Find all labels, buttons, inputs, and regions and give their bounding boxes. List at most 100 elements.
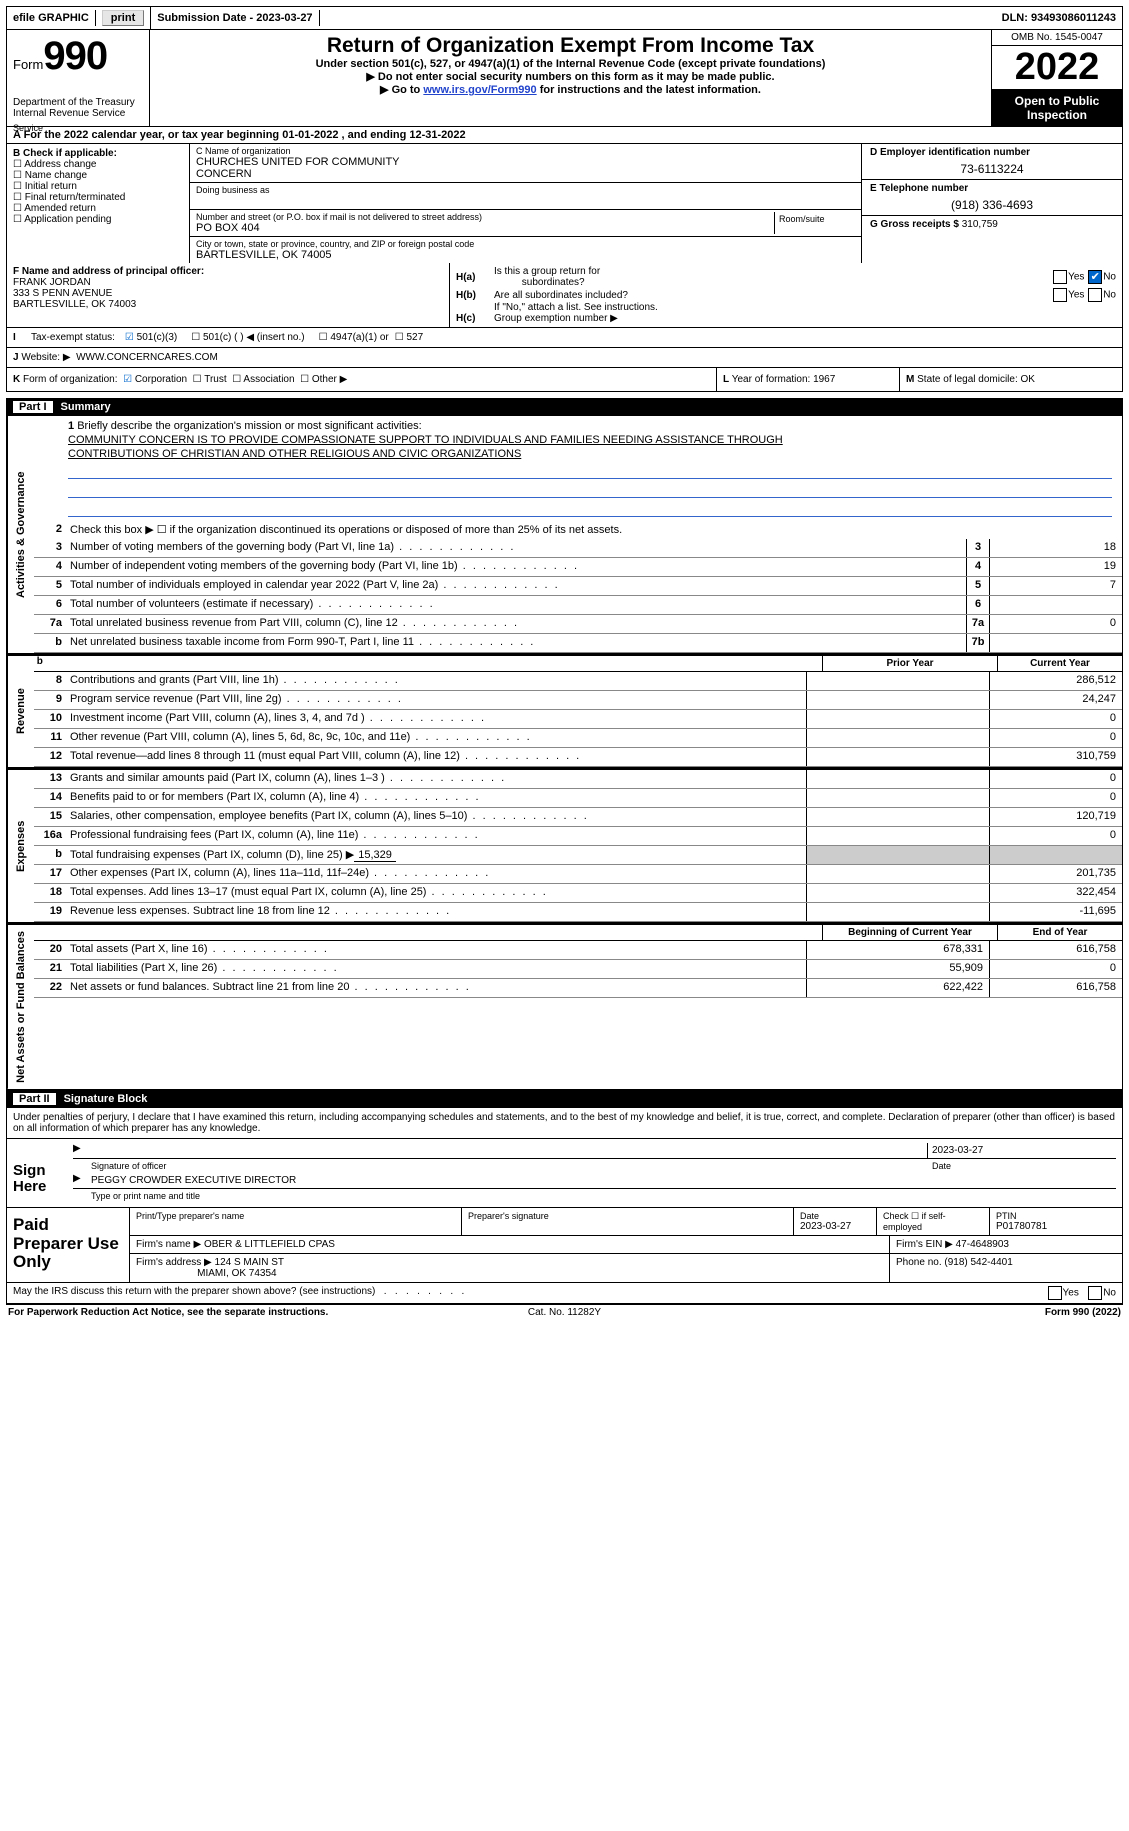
expenses-section: Expenses 13Grants and similar amounts pa… [6, 768, 1123, 923]
omb-number: OMB No. 1545-0047 [992, 30, 1122, 46]
phone: (918) 336-4693 [870, 194, 1114, 212]
tab-revenue: Revenue [7, 656, 34, 767]
irs-label: Internal Revenue Service [13, 108, 143, 118]
submission-date: Submission Date - 2023-03-27 [151, 10, 319, 26]
discuss-yes-no[interactable]: Yes No [1047, 1286, 1116, 1300]
section-b: B Check if applicable: Address change Na… [7, 144, 190, 263]
line-2: 2Check this box ▶ ☐ if the organization … [34, 521, 1122, 539]
tab-activities: Activities & Governance [7, 416, 34, 653]
chk-corp[interactable]: Corporation [123, 374, 187, 385]
chk-initial-return[interactable]: Initial return [13, 181, 183, 192]
summary-row: 18Total expenses. Add lines 13–17 (must … [34, 884, 1122, 903]
prep-date: 2023-03-27 [800, 1221, 851, 1232]
summary-row: 12Total revenue—add lines 8 through 11 (… [34, 748, 1122, 767]
dept-label: Department of the Treasury [13, 97, 143, 108]
hb-yes-no[interactable]: Yes No [1052, 288, 1116, 302]
summary-row: 7aTotal unrelated business revenue from … [34, 615, 1122, 634]
summary-row: 6Total number of volunteers (estimate if… [34, 596, 1122, 615]
arrow-icon: ▶ [73, 1143, 87, 1158]
officer-group-block: F Name and address of principal officer:… [6, 263, 1123, 328]
part-1-header: Part ISummary [6, 398, 1123, 416]
chk-amended[interactable]: Amended return [13, 203, 183, 214]
summary-row: 10Investment income (Part VIII, column (… [34, 710, 1122, 729]
mission-line-2: CONTRIBUTIONS OF CHRISTIAN AND OTHER REL… [68, 448, 1112, 460]
sig-date: 2023-03-27 [932, 1145, 1112, 1156]
part-2-header: Part IISignature Block [6, 1090, 1123, 1108]
form990-link[interactable]: www.irs.gov/Form990 [423, 84, 536, 96]
top-bar: efile GRAPHIC print Submission Date - 20… [6, 6, 1123, 30]
chk-name-change[interactable]: Name change [13, 170, 183, 181]
gross-receipts: 310,759 [962, 219, 998, 230]
print-button[interactable]: print [96, 7, 151, 29]
page-footer: For Paperwork Reduction Act Notice, see … [6, 1304, 1123, 1320]
chk-4947[interactable]: 4947(a)(1) or [319, 332, 389, 343]
section-h: H(a) Is this a group return for subordin… [450, 263, 1122, 327]
revenue-section: Revenue b Prior Year Current Year 8Contr… [6, 654, 1123, 768]
chk-address-change[interactable]: Address change [13, 159, 183, 170]
activities-governance: Activities & Governance 1 Briefly descri… [6, 416, 1123, 654]
chk-trust[interactable]: Trust [193, 374, 227, 385]
mission-line-1: COMMUNITY CONCERN IS TO PROVIDE COMPASSI… [68, 434, 1112, 446]
summary-row: 11Other revenue (Part VIII, column (A), … [34, 729, 1122, 748]
ptin: P01780781 [996, 1221, 1047, 1232]
chk-other[interactable]: Other ▶ [300, 374, 347, 385]
section-klm: K Form of organization: Corporation Trus… [6, 368, 1123, 392]
net-assets-section: Net Assets or Fund Balances Beginning of… [6, 923, 1123, 1090]
officer-name: FRANK JORDAN [13, 277, 443, 288]
paid-preparer-label: Paid Preparer Use Only [7, 1208, 130, 1282]
firm-addr1: 124 S MAIN ST [215, 1257, 284, 1268]
goto-line: ▶ Go to www.irs.gov/Form990 for instruct… [160, 83, 981, 96]
org-name-2: CONCERN [196, 168, 855, 180]
tab-expenses: Expenses [7, 770, 34, 922]
summary-row: 16aProfessional fundraising fees (Part I… [34, 827, 1122, 846]
firm-ein: 47-4648903 [956, 1239, 1009, 1250]
officer-addr2: BARTLESVILLE, OK 74003 [13, 299, 443, 310]
website: WWW.CONCERNCARES.COM [76, 352, 218, 363]
officer-addr1: 333 S PENN AVENUE [13, 288, 443, 299]
open-to-public: Open to PublicInspection [992, 90, 1122, 126]
arrow-icon: ▶ [73, 1173, 87, 1188]
summary-row: 17Other expenses (Part IX, column (A), l… [34, 865, 1122, 884]
declaration-text: Under penalties of perjury, I declare th… [6, 1108, 1123, 1139]
section-deg: D Employer identification number 73-6113… [861, 144, 1122, 263]
tax-year: 2022 [992, 46, 1122, 90]
officer-sign-name: PEGGY CROWDER EXECUTIVE DIRECTOR [91, 1175, 1112, 1186]
form-subtitle: Under section 501(c), 527, or 4947(a)(1)… [160, 58, 981, 70]
ssn-warning: ▶ Do not enter social security numbers o… [160, 70, 981, 83]
chk-final-return[interactable]: Final return/terminated [13, 192, 183, 203]
year-block: OMB No. 1545-0047 2022 Open to PublicIns… [991, 30, 1122, 126]
ha-yes-no[interactable]: Yes ✔No [1052, 270, 1116, 284]
firm-phone: (918) 542-4401 [944, 1257, 1012, 1268]
firm-name: OBER & LITTLEFIELD CPAS [204, 1239, 335, 1250]
summary-row: 5Total number of individuals employed in… [34, 577, 1122, 596]
summary-row: 9Program service revenue (Part VIII, lin… [34, 691, 1122, 710]
summary-row: 21Total liabilities (Part X, line 26)55,… [34, 960, 1122, 979]
sign-here-label: Sign Here [13, 1143, 73, 1203]
sign-here-block: Sign Here ▶ 2023-03-27 Signature of offi… [6, 1139, 1123, 1208]
section-c: C Name of organization CHURCHES UNITED F… [190, 144, 861, 263]
revenue-header: b Prior Year Current Year [34, 656, 1122, 672]
paid-preparer-block: Paid Preparer Use Only Print/Type prepar… [6, 1208, 1123, 1283]
summary-row: 20Total assets (Part X, line 16)678,3316… [34, 941, 1122, 960]
discuss-question: May the IRS discuss this return with the… [6, 1283, 1123, 1304]
line-a: Service A For the 2022 calendar year, or… [6, 127, 1123, 144]
form-title: Return of Organization Exempt From Incom… [160, 34, 981, 58]
form-header: Form990 Department of the Treasury Inter… [6, 30, 1123, 127]
chk-assoc[interactable]: Association [232, 374, 294, 385]
ein: 73-6113224 [870, 158, 1114, 176]
org-city: BARTLESVILLE, OK 74005 [196, 249, 855, 261]
section-i: I Tax-exempt status: 501(c)(3) 501(c) ( … [6, 328, 1123, 348]
section-f: F Name and address of principal officer:… [7, 263, 450, 327]
firm-addr2: MIAMI, OK 74354 [197, 1268, 276, 1279]
chk-501c3[interactable]: 501(c)(3) [125, 332, 177, 343]
tab-net-assets: Net Assets or Fund Balances [7, 925, 34, 1089]
chk-app-pending[interactable]: Application pending [13, 214, 183, 225]
org-name-1: CHURCHES UNITED FOR COMMUNITY [196, 156, 855, 168]
self-employed-check[interactable]: Check ☐ if self-employed [883, 1211, 983, 1232]
chk-527[interactable]: 527 [395, 332, 423, 343]
form-id-block: Form990 Department of the Treasury Inter… [7, 30, 150, 126]
efile-label: efile GRAPHIC [7, 10, 96, 26]
chk-501c[interactable]: 501(c) ( ) ◀ (insert no.) [191, 332, 304, 343]
summary-row: 22Net assets or fund balances. Subtract … [34, 979, 1122, 998]
year-formation: 1967 [813, 374, 835, 385]
